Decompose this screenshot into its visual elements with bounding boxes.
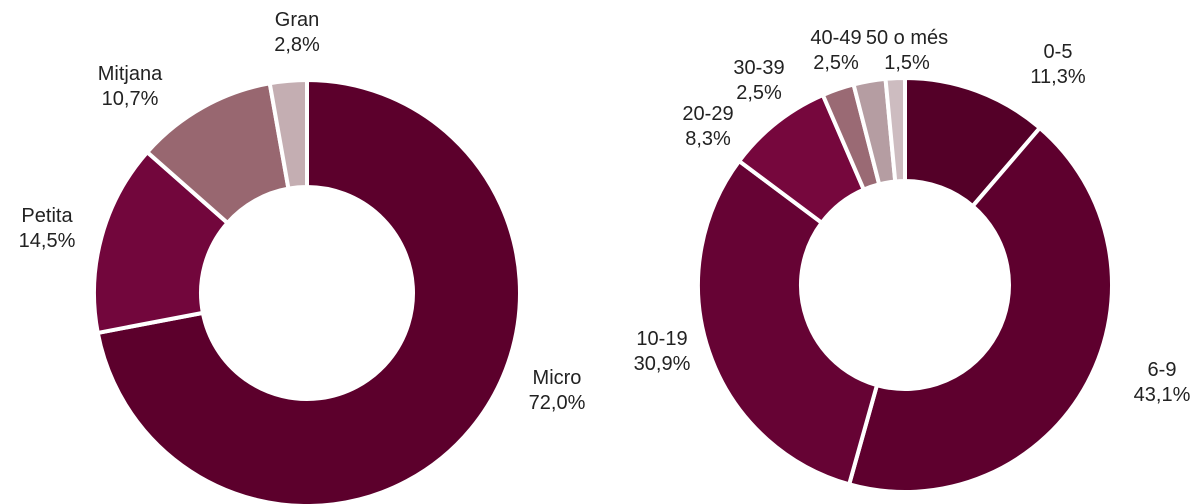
slice-category-label: 40-49 [810,27,861,49]
slice-value-label: 14,5% [19,230,76,252]
slice-category-label: 50 o més [866,27,948,49]
slice-value-label: 30,9% [634,353,691,375]
company-size-donut: Micro 72,0% Petita 14,5% Mitjana 10,7% Gran 2,8… [19,9,586,504]
slice-label-30-39: 30-39 2,5% [733,57,784,104]
slice-value-label: 2,5% [813,52,859,74]
slice-category-label: Micro [533,367,582,389]
slice-value-label: 2,5% [736,82,782,104]
slice-category-label: Gran [275,9,319,31]
slice-50-o-mes [883,75,907,184]
slice-category-label: 6-9 [1148,359,1177,381]
slice-category-label: Petita [21,205,73,227]
age-group-donut: 0-5 11,3% 6-9 43,1% 10-19 30,9% 20-29 8,3% 30-39… [634,27,1191,494]
slice-category-label: 0-5 [1044,41,1073,63]
slice-value-label: 2,8% [274,34,320,56]
slice-category-label: 20-29 [682,103,733,125]
slice-category-label: 10-19 [636,328,687,350]
slice-value-label: 1,5% [884,52,930,74]
slice-label-0-5: 0-5 11,3% [1030,41,1085,88]
slice-category-label: 30-39 [733,57,784,79]
slice-value-label: 43,1% [1134,384,1191,406]
slice-micro [95,77,522,504]
slice-category-label: Mitjana [98,63,163,85]
slice-gran [267,77,309,191]
slice-label-10-19: 10-19 30,9% [634,328,691,375]
slice-label-6-9: 6-9 43,1% [1134,359,1191,406]
slice-value-label: 8,3% [685,128,731,150]
slice-value-label: 10,7% [102,88,159,110]
slice-label-50-o-mes: 50 o més 1,5% [866,27,948,74]
slice-10-19 [696,158,880,487]
slice-label-gran: Gran 2,8% [274,9,320,56]
slice-value-label: 72,0% [529,392,586,414]
slice-label-40-49: 40-49 2,5% [810,27,861,74]
slice-label-micro: Micro 72,0% [529,367,586,414]
slice-label-20-29: 20-29 8,3% [682,103,733,150]
slice-label-petita: Petita 14,5% [19,205,76,252]
slice-label-mitjana: Mitjana 10,7% [98,63,163,110]
slice-6-9 [846,125,1115,494]
slice-value-label: 11,3% [1030,66,1085,88]
